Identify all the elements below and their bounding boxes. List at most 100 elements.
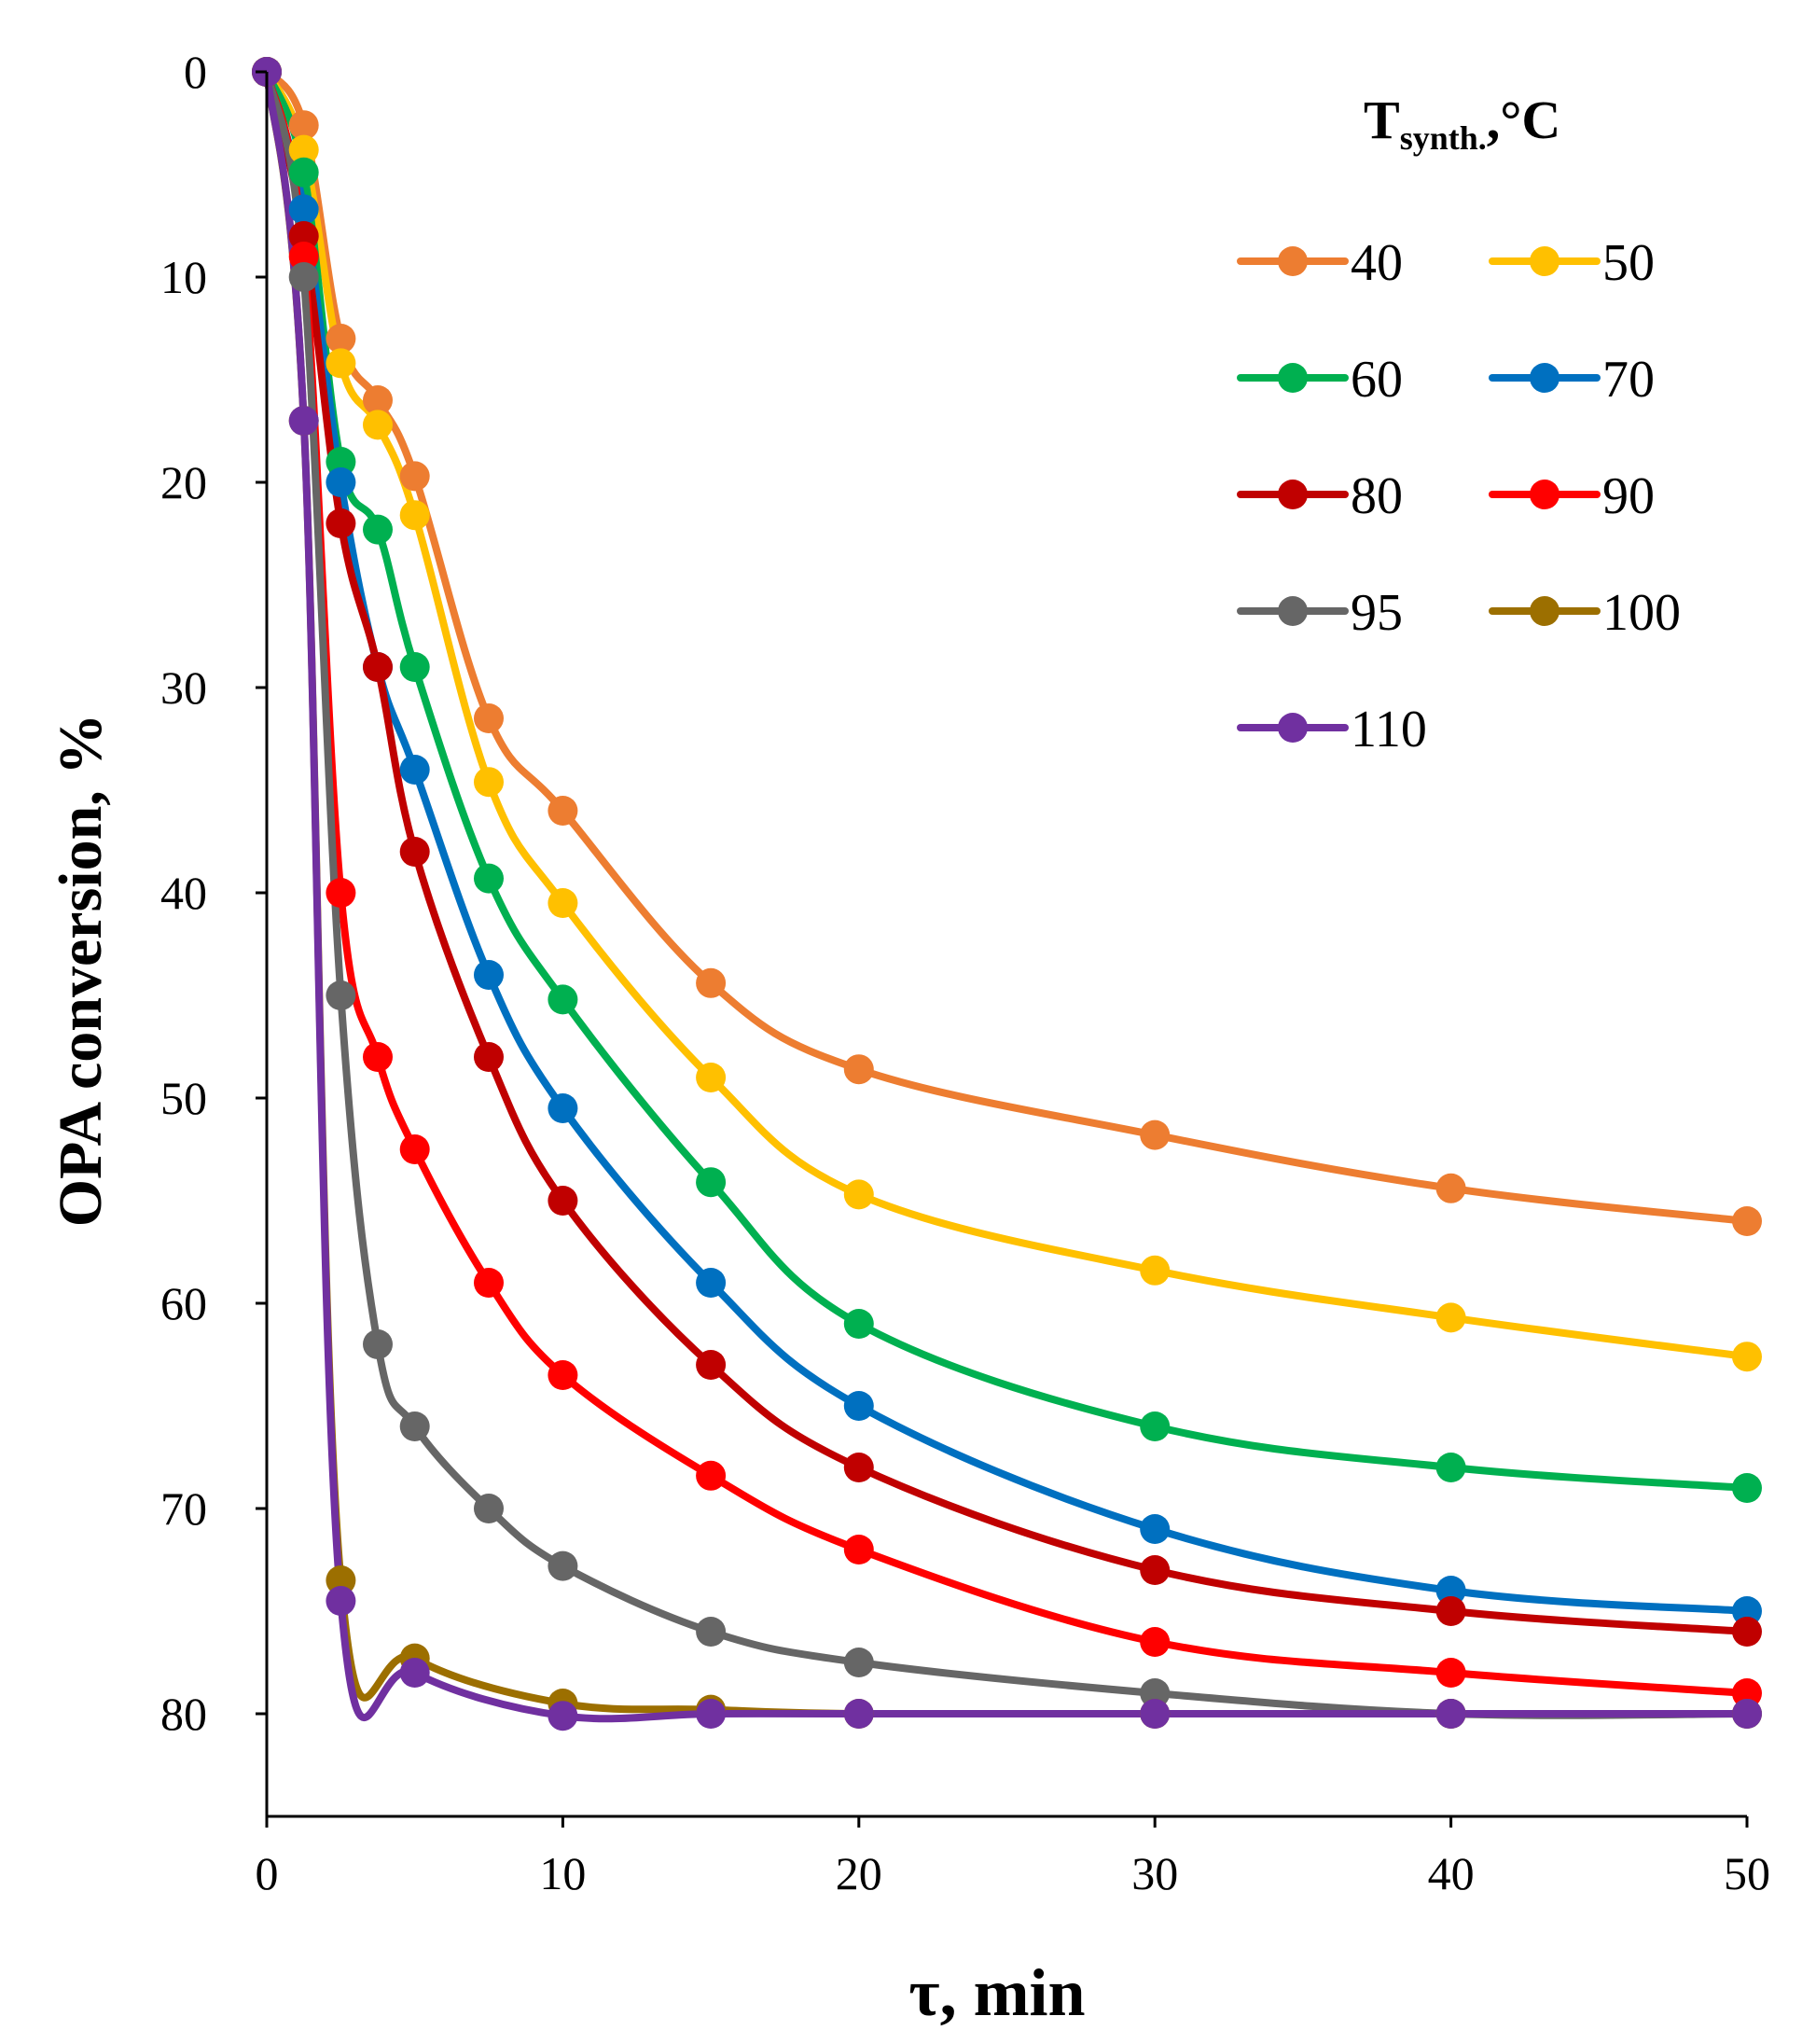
data-point xyxy=(1732,1206,1762,1236)
data-point xyxy=(1140,1514,1171,1544)
legend-item-70: 70 xyxy=(1489,351,1655,409)
series-line-80 xyxy=(263,68,1751,1635)
data-point xyxy=(1140,1119,1171,1150)
data-point xyxy=(363,514,393,545)
data-point xyxy=(1435,1453,1466,1482)
plot-area xyxy=(263,68,1751,1723)
legend-item-110: 110 xyxy=(1237,701,1427,758)
data-point xyxy=(326,348,356,379)
x-tick-label: 30 xyxy=(1131,1847,1178,1899)
data-point xyxy=(399,1411,430,1441)
data-point xyxy=(1140,1627,1171,1657)
legend-swatch-marker xyxy=(1278,246,1308,276)
data-point xyxy=(474,1042,504,1072)
legend-item-95: 95 xyxy=(1237,584,1403,642)
marker-layer xyxy=(252,57,1762,1731)
y-tick-label: 70 xyxy=(160,1482,207,1535)
x-tick-label: 20 xyxy=(836,1847,882,1899)
data-point xyxy=(548,1093,578,1123)
data-point xyxy=(474,703,504,733)
series-markers-90 xyxy=(252,57,1762,1708)
legend: 40 50 60 70 80 90 95 100 110 xyxy=(1237,234,1681,758)
x-tick-label: 40 xyxy=(1428,1847,1475,1899)
data-point xyxy=(1140,1555,1171,1585)
data-point xyxy=(326,1565,356,1595)
legend-title-sub: synth. xyxy=(1400,119,1487,157)
data-point xyxy=(1732,1699,1762,1729)
legend-item-80: 80 xyxy=(1237,467,1403,525)
data-point xyxy=(548,888,578,918)
data-point xyxy=(399,461,430,492)
data-point xyxy=(843,1535,874,1564)
data-point xyxy=(1435,1658,1466,1688)
legend-swatch-marker xyxy=(1530,480,1560,509)
series-markers-40 xyxy=(252,57,1762,1236)
data-point xyxy=(548,1186,578,1216)
legend-swatch-marker xyxy=(1278,363,1308,393)
legend-title-unit: ,°C xyxy=(1487,90,1561,150)
data-point xyxy=(843,1309,874,1339)
series-line-95 xyxy=(263,68,1751,1719)
data-point xyxy=(1435,1596,1466,1626)
data-point xyxy=(843,1391,874,1421)
data-point xyxy=(696,1699,727,1729)
data-point xyxy=(288,134,319,165)
legend-swatch-marker xyxy=(1278,480,1308,509)
legend-item-50: 50 xyxy=(1489,234,1655,292)
data-point xyxy=(843,1699,874,1729)
data-point xyxy=(363,1329,393,1359)
data-point xyxy=(363,652,393,682)
data-point xyxy=(288,194,319,225)
data-point xyxy=(1140,1255,1171,1286)
data-point xyxy=(1732,1596,1762,1626)
data-point xyxy=(696,1063,727,1092)
legend-item-40: 40 xyxy=(1237,234,1403,292)
series-line-70 xyxy=(263,68,1751,1615)
legend-swatch-marker xyxy=(1278,713,1308,743)
series-markers-110 xyxy=(252,57,1762,1731)
y-tick-label: 0 xyxy=(184,46,207,98)
data-point xyxy=(1140,1699,1171,1729)
data-point xyxy=(1435,1699,1466,1729)
series-70 xyxy=(263,68,1751,1615)
y-axis-title: OPA conversion, % xyxy=(47,714,115,1228)
data-point xyxy=(399,500,430,531)
y-tick-label: 10 xyxy=(160,251,207,303)
data-point xyxy=(843,1648,874,1677)
data-point xyxy=(399,755,430,785)
data-point xyxy=(326,878,356,908)
legend-label: 40 xyxy=(1351,234,1403,292)
data-point xyxy=(399,1134,430,1164)
data-point xyxy=(843,1054,874,1085)
data-point xyxy=(548,1360,578,1390)
legend-title: Tsynth.,°C xyxy=(1364,90,1560,157)
data-point xyxy=(326,324,356,354)
data-point xyxy=(1732,1342,1762,1372)
data-point xyxy=(548,796,578,826)
series-110 xyxy=(263,68,1751,1723)
legend-label: 110 xyxy=(1351,701,1427,758)
data-point xyxy=(696,1350,727,1380)
data-point xyxy=(1435,1576,1466,1606)
data-point xyxy=(326,467,356,497)
legend-item-60: 60 xyxy=(1237,351,1403,409)
data-point xyxy=(548,1550,578,1581)
series-95 xyxy=(263,68,1751,1719)
data-point xyxy=(548,1701,578,1731)
tick-marks xyxy=(256,70,1749,1828)
data-point xyxy=(548,984,578,1015)
y-tick-label: 30 xyxy=(160,661,207,714)
legend-swatch-marker xyxy=(1530,246,1560,276)
x-tick-label: 10 xyxy=(539,1847,586,1899)
data-point xyxy=(288,242,319,271)
y-tick-label: 50 xyxy=(160,1072,207,1124)
y-tick-label: 40 xyxy=(160,867,207,919)
legend-label: 60 xyxy=(1351,351,1403,409)
data-point xyxy=(326,980,356,1010)
data-point xyxy=(1732,1617,1762,1647)
data-point xyxy=(326,1586,356,1616)
data-point xyxy=(474,1494,504,1523)
legend-swatch-marker xyxy=(1278,596,1308,626)
data-point xyxy=(696,1617,727,1647)
